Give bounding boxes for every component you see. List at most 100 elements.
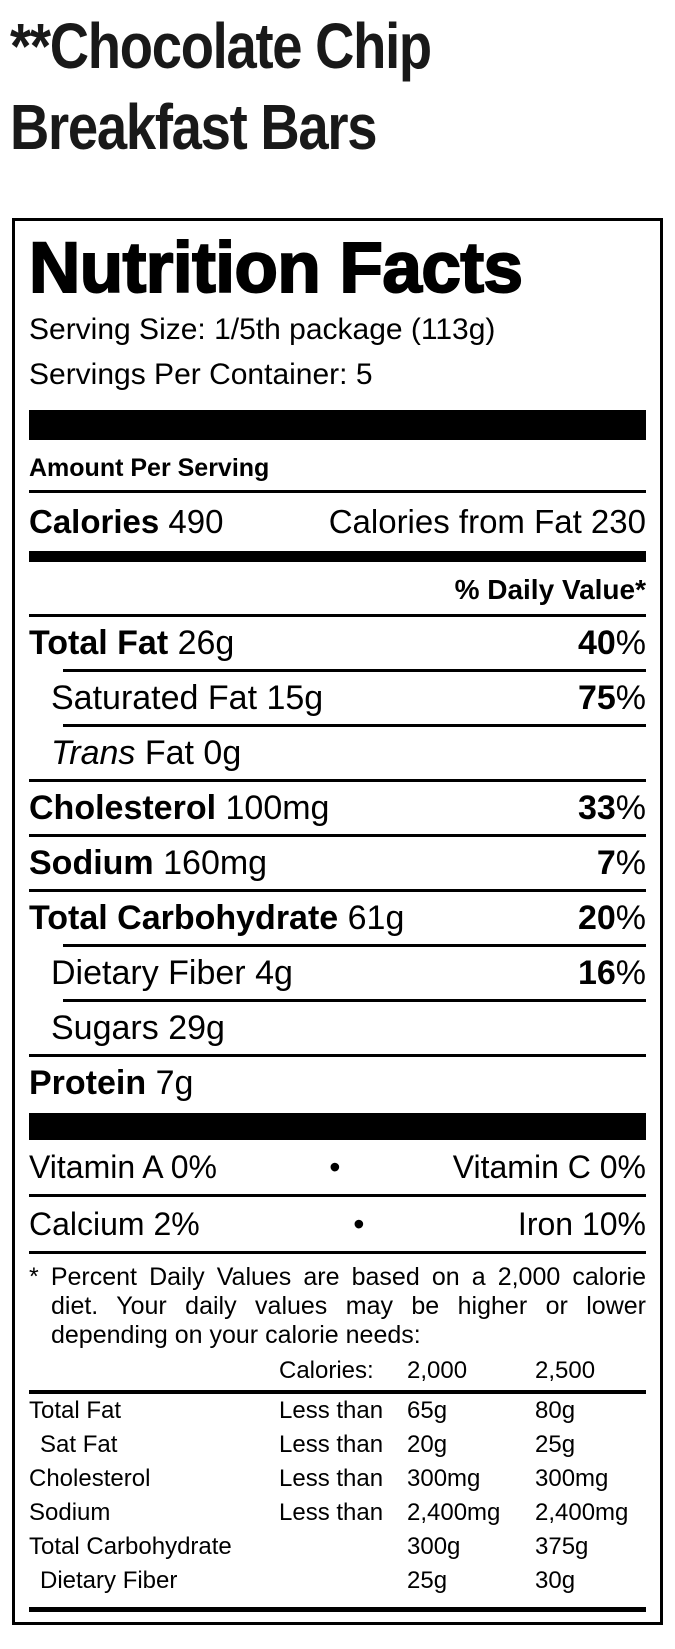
ref-row-2000: 300mg [407,1465,481,1492]
nutrient-name: Dietary Fiber [51,954,246,992]
nutrient-row-cholesterol: 33% Cholesterol 100mg [29,782,646,834]
daily-value: 16% [577,954,646,992]
ref-row-2500: 300mg [535,1465,609,1492]
ref-row-2500: 80g [535,1397,576,1424]
nutrient-name: Total Fat [29,624,169,662]
ref-header-2000: 2,000 [407,1357,468,1384]
nutrient-amount: 7g [155,1064,194,1102]
calcium-value: Calcium 2% [29,1206,200,1242]
ref-row-name: Total Carbohydrate [29,1533,232,1560]
footnote-text: Percent Daily Values are based on a 2,00… [50,1263,646,1349]
daily-value: 75% [577,679,646,717]
footnote: * Percent Daily Values are based on a 2,… [29,1254,646,1354]
nutrient-amount: 15g [266,679,324,717]
page-title-line-1: **Chocolate Chip [10,10,432,82]
vitamin-row-2: Calcium 2% • Iron 10% [29,1197,646,1251]
ref-row-qualifier [279,1564,407,1598]
ref-row-2500: 30g [535,1567,576,1594]
ref-row-qualifier: Less than [279,1499,384,1526]
nutrient-amount: 61g [347,899,405,937]
ref-row-2000: 65g [407,1397,448,1424]
nutrient-name: Sodium [29,844,154,882]
calories-value-group: Calories 490 [29,504,223,540]
divider [29,834,646,837]
nutrient-amount: 100mg [225,789,330,827]
bullet-separator: • [329,1149,341,1185]
ref-row-qualifier: Less than [279,1431,384,1458]
divider [29,614,646,617]
ref-header-spacer [29,1354,279,1388]
nutrient-amount: Fat 0g [144,734,242,772]
divider [63,944,646,947]
nutrient-amount: 26g [177,624,235,662]
nutrient-name: Cholesterol [29,789,217,827]
iron-value: Iron 10% [517,1206,646,1242]
ref-row-2000: 25g [407,1567,448,1594]
vitamin-a-value: Vitamin A 0% [29,1149,217,1185]
nutrient-row-total-fat: 40% Total Fat 26g [29,617,646,669]
amount-per-serving-header: Amount Per Serving [29,454,270,482]
page-title-line-2: Breakfast Bars [10,91,377,163]
nutrient-row-sugars: Sugars 29g [29,1002,646,1054]
nutrient-name: Saturated Fat [51,679,258,717]
ref-header-calories: Calories: [279,1357,374,1384]
ref-header-2500: 2,500 [535,1357,596,1384]
ref-row-qualifier: Less than [279,1397,384,1424]
calories-row: Calories 490 Calories from Fat 230 [29,493,646,551]
divider [29,1194,646,1197]
daily-value: 7% [596,844,646,882]
reference-table-header: Calories: 2,000 2,500 [29,1354,646,1390]
divider [29,779,646,782]
divider [29,889,646,892]
nutrient-amount: 29g [168,1009,225,1047]
ref-row-name: Cholesterol [29,1465,151,1492]
divider [63,724,646,727]
nutrient-row-trans-fat: Trans Fat 0g [29,727,646,779]
nutrient-amount: 160mg [163,844,268,882]
daily-value: 20% [577,899,646,937]
nutrient-row-sodium: 7% Sodium 160mg [29,837,646,889]
ref-row-qualifier [279,1530,407,1564]
footnote-marker: * [29,1263,39,1291]
nutrient-name: Protein [29,1064,147,1102]
calories-value: 490 [168,503,224,540]
ref-row-2500: 375g [535,1533,589,1560]
section-divider-bar [29,1113,646,1140]
nutrient-row-saturated-fat: 75% Saturated Fat 15g [29,672,646,724]
serving-size: Serving Size: 1/5th package (113g) [29,313,496,346]
servings-per-container: Servings Per Container: 5 [29,358,373,391]
nutrition-facts-heading: Nutrition Facts [28,229,524,308]
ref-row-2000: 300g [407,1533,461,1560]
nutrient-row-total-carbohydrate: 20% Total Carbohydrate 61g [29,892,646,944]
section-divider-bar [29,551,646,562]
divider [29,490,646,493]
ref-row-2000: 20g [407,1431,448,1458]
nutrient-row-protein: Protein 7g [29,1057,646,1109]
calories-from-fat: Calories from Fat 230 [328,503,646,540]
divider [29,1607,646,1612]
bullet-separator: • [353,1206,365,1242]
ref-row-2000: 2,400mg [407,1499,501,1526]
nutrient-row-dietary-fiber: 16% Dietary Fiber 4g [29,947,646,999]
reference-table: Total Fat Less than 65g 80g Sat Fat Less… [29,1394,646,1598]
vitamin-c-value: Vitamin C 0% [452,1149,646,1185]
nutrient-amount: 4g [255,954,293,992]
section-divider-bar [29,410,646,440]
nutrient-name: Sugars [51,1009,159,1047]
ref-row-qualifier: Less than [279,1465,384,1492]
divider [63,669,646,672]
divider [29,1251,646,1254]
nutrient-name: Total Carbohydrate [29,899,339,937]
divider [63,999,646,1002]
daily-value-header: % Daily Value* [454,574,646,605]
nutrient-name: Trans [51,734,136,772]
page-title: **Chocolate Chip Breakfast Bars [10,6,575,168]
daily-value: 33% [577,789,646,827]
divider [29,1390,646,1394]
ref-row-2500: 25g [535,1431,576,1458]
ref-row-name: Dietary Fiber [40,1567,178,1594]
divider [29,1054,646,1057]
ref-row-2500: 2,400mg [535,1499,629,1526]
daily-value: 40% [577,624,646,662]
ref-row-name: Sat Fat [40,1431,118,1458]
